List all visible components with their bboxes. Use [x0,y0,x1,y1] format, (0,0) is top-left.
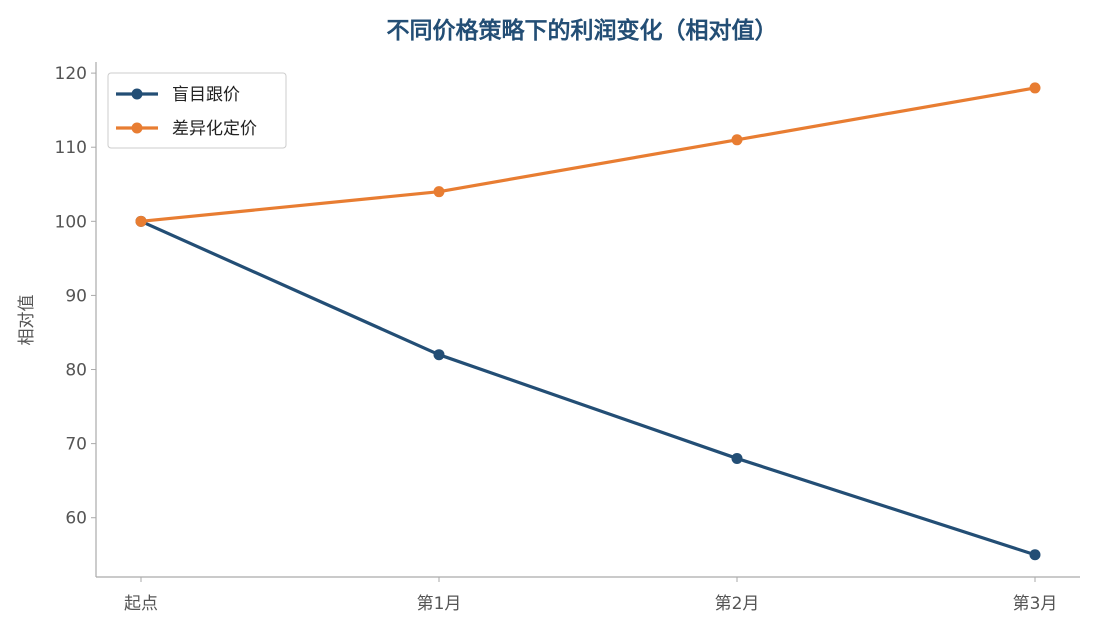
series-1 [135,215,1041,561]
series-line [139,219,1037,557]
legend-swatch-marker [131,88,143,100]
y-tick-label: 70 [65,435,87,455]
data-point [433,349,445,361]
data-point [731,452,743,464]
data-point [433,186,445,198]
x-tick-label: 第1月 [417,594,462,614]
y-tick-label: 110 [55,138,87,158]
legend-item: 盲目跟价 [116,85,240,105]
series-2 [135,82,1041,227]
y-tick-label: 100 [55,212,87,232]
legend-label: 盲目跟价 [172,85,240,105]
x-tick-label: 第3月 [1013,594,1058,614]
series-layer [135,82,1041,561]
axes: 60 70 80 90 100 110 120 起点 第1月 第2月 第3月 [55,62,1080,614]
data-point [1029,82,1041,94]
data-point [731,134,743,146]
x-tick-label: 第2月 [715,594,760,614]
y-tick-label: 90 [65,286,87,306]
legend-label: 差异化定价 [172,119,257,139]
series-line [139,86,1037,223]
data-point [135,215,147,227]
data-point [1029,549,1041,561]
y-tick-label: 60 [65,509,87,529]
y-tick-label: 120 [55,64,87,84]
legend-swatch-marker [131,122,143,134]
chart-title: 不同价格策略下的利润变化（相对值） [387,17,778,44]
legend-item: 差异化定价 [116,119,257,139]
y-axis-label: 相对值 [17,295,37,346]
y-tick-label: 80 [65,361,87,381]
x-tick-label: 起点 [124,594,158,614]
